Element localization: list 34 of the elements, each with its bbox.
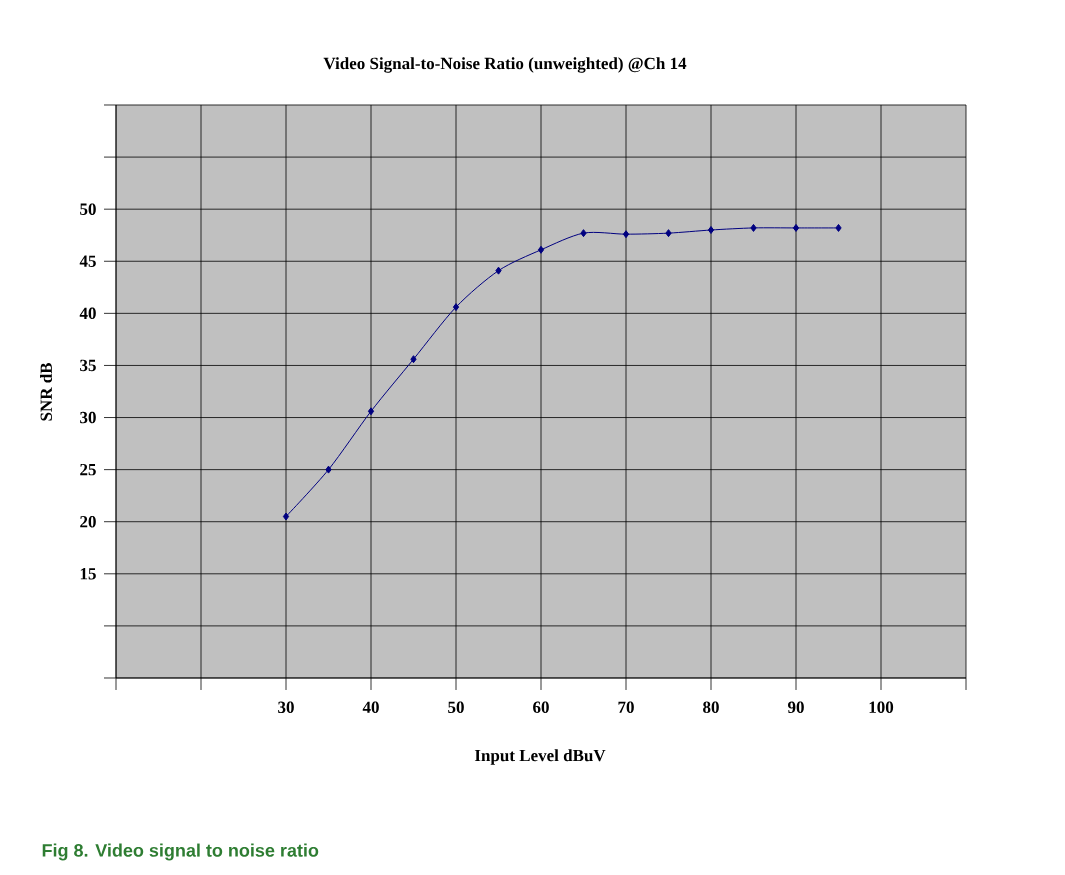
x-axis-title: Input Level dBuV [474, 749, 606, 765]
point [750, 223, 757, 232]
x-tick-label: 100 [869, 701, 894, 713]
x-tick-label: 50 [448, 701, 464, 713]
y-tick-label: 30 [80, 411, 96, 424]
point [622, 230, 630, 239]
y-tick-label: 40 [79, 307, 96, 320]
y-tick-label: 20 [80, 515, 96, 528]
y-tick-label: 45 [79, 255, 96, 267]
x-tick-label: 40 [362, 701, 379, 713]
point [452, 303, 460, 312]
y-tick-label: 35 [80, 359, 96, 372]
point [537, 245, 545, 254]
x-tick-label: 30 [278, 701, 294, 713]
point [282, 512, 290, 521]
x-tick-label: 60 [533, 701, 549, 713]
x-tick-label: 70 [618, 701, 634, 713]
y-tick-label: 15 [80, 568, 96, 580]
chart-title: Video Signal-to-Noise Ratio (unweighted) @Ch 14 [323, 57, 687, 73]
point [665, 229, 672, 238]
caption: Fig 8. Video signal to noise ratio [42, 843, 319, 861]
point [580, 229, 587, 238]
y-tick-label: 50 [80, 203, 96, 215]
point [835, 223, 842, 232]
x-tick-label: 90 [787, 701, 804, 713]
y-tick-label: 25 [80, 463, 96, 476]
point [410, 355, 417, 364]
y-axis-title: SNR dB [40, 362, 52, 421]
point [792, 223, 800, 232]
point [707, 226, 715, 235]
x-tick-label: 80 [703, 701, 719, 713]
point [495, 266, 502, 275]
point [325, 465, 332, 474]
point [367, 407, 375, 416]
